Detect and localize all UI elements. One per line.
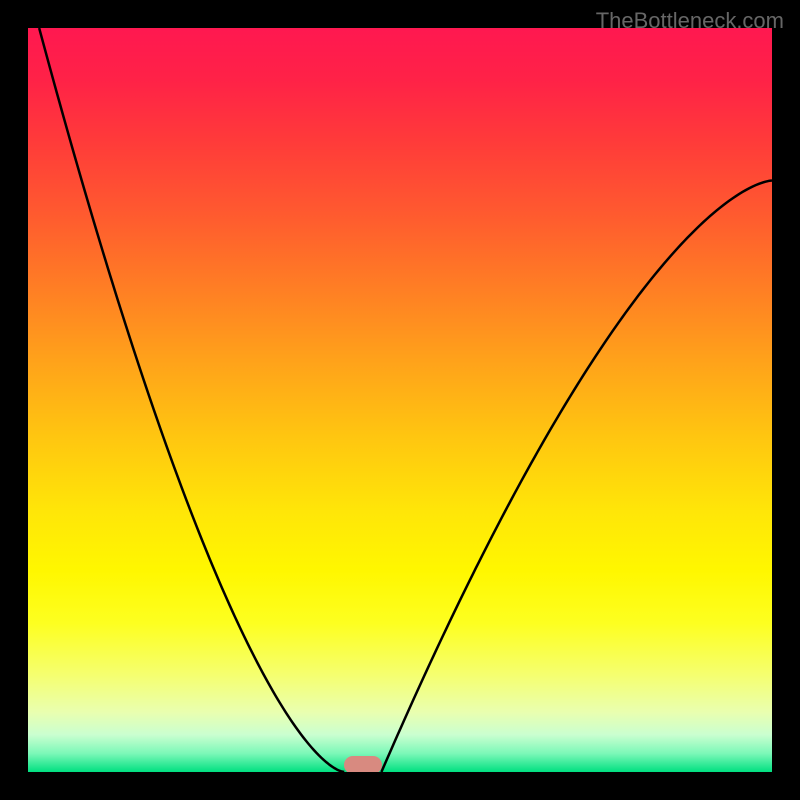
bottleneck-curve <box>28 28 772 772</box>
watermark-text: TheBottleneck.com <box>596 8 784 34</box>
plot-area <box>28 28 772 772</box>
curve-path <box>39 28 772 772</box>
optimal-point-marker <box>344 756 382 772</box>
